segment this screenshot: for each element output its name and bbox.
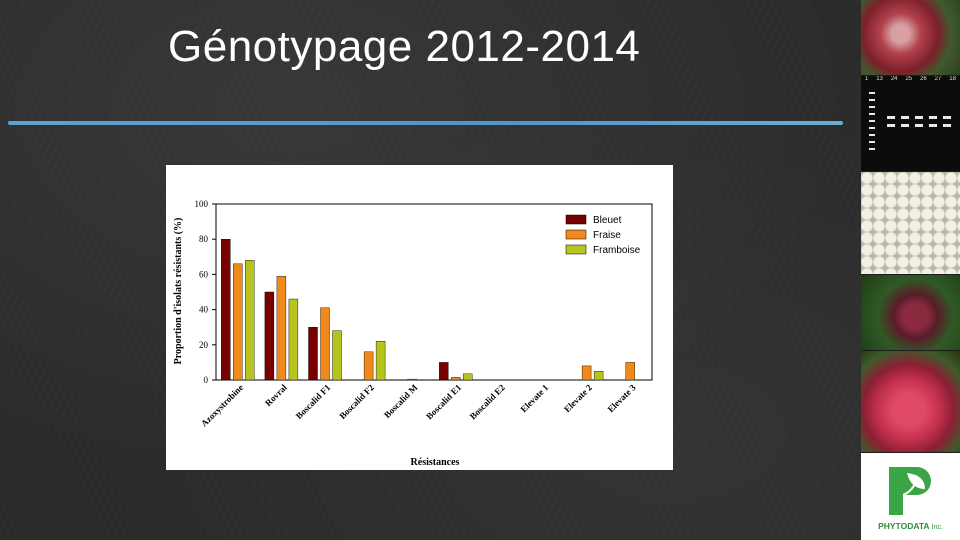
bar-fraise-6 bbox=[451, 377, 461, 381]
gel-ladder-band bbox=[869, 127, 875, 129]
x-tick-label: Boscalid E1 bbox=[424, 382, 463, 421]
legend-swatch-framboise bbox=[565, 244, 587, 255]
gel-band bbox=[943, 124, 951, 127]
bar-framboise-2 bbox=[288, 298, 299, 381]
gel-ladder-band bbox=[869, 120, 875, 122]
gel-band bbox=[901, 124, 909, 127]
y-axis-title: Proportion d'isolats résistants (%) bbox=[173, 218, 184, 365]
gel-ladder-band bbox=[869, 106, 875, 108]
y-tick-label: 20 bbox=[199, 340, 209, 350]
gel-lane-labels: 1 13 24 25 26 27 18 bbox=[861, 76, 960, 86]
x-tick-label: Azoxystrobine bbox=[199, 382, 245, 428]
x-tick-label: Boscalid E2 bbox=[468, 382, 507, 421]
y-tick-label: 40 bbox=[199, 305, 209, 315]
y-tick-label: 60 bbox=[199, 269, 209, 279]
gel-lane-label: 18 bbox=[949, 76, 956, 82]
legend-swatch-fraise bbox=[565, 229, 587, 240]
photo-strip: 1 13 24 25 26 27 18 PHYTODATA Inc. bbox=[861, 0, 960, 540]
gel-band bbox=[901, 116, 909, 119]
gel-lane-label: 27 bbox=[934, 76, 942, 82]
x-axis-title: Résistances bbox=[411, 457, 460, 468]
gel-lane-label: 26 bbox=[920, 76, 927, 82]
y-tick-label: 100 bbox=[195, 199, 209, 209]
gel-ladder-band bbox=[869, 134, 875, 136]
logo-suffix: Inc. bbox=[931, 524, 943, 531]
gel-lane-label: 24 bbox=[890, 76, 898, 82]
x-tick-label: Rovral bbox=[263, 382, 289, 408]
gel-band bbox=[887, 116, 895, 119]
x-tick-label: Elevate 1 bbox=[518, 382, 550, 414]
bar-fraise-2 bbox=[276, 275, 287, 381]
bar-framboise-9 bbox=[593, 370, 604, 381]
y-tick-label: 80 bbox=[199, 234, 209, 244]
gel-band bbox=[929, 116, 937, 119]
legend-label-fraise: Fraise bbox=[593, 230, 621, 241]
infected-raspberry-photo bbox=[861, 275, 960, 350]
bar-fraise-3 bbox=[320, 307, 330, 381]
x-tick-label: Elevate 3 bbox=[606, 382, 638, 414]
y-tick-label: 0 bbox=[204, 375, 209, 385]
gel-band bbox=[929, 124, 937, 127]
bar-framboise-6 bbox=[463, 373, 473, 381]
gel-ladder-band bbox=[869, 99, 875, 101]
logo-name: PHYTODATA bbox=[878, 521, 930, 531]
rotting-fruit-photo bbox=[861, 0, 960, 75]
chart-panel: 0 20 40 60 80 100 Azoxystrobine Rovral Boscalid… bbox=[166, 165, 673, 470]
gel-ladder-band bbox=[869, 141, 875, 143]
title-underline bbox=[8, 121, 843, 125]
bar-bleuet-6 bbox=[439, 362, 449, 381]
x-tick-label: Elevate 2 bbox=[562, 382, 594, 414]
culture-plates-photo bbox=[861, 172, 960, 274]
gel-ladder-band bbox=[869, 113, 875, 115]
bar-framboise-3 bbox=[332, 330, 342, 381]
gel-band bbox=[915, 124, 923, 127]
bar-bleuet-2 bbox=[264, 291, 275, 381]
x-tick-label: Boscalid F1 bbox=[294, 382, 333, 421]
gel-electrophoresis-photo: 1 13 24 25 26 27 18 bbox=[861, 76, 960, 171]
legend-swatch-bleuet bbox=[565, 214, 587, 225]
bar-fraise-1 bbox=[233, 263, 243, 381]
leaf-logo-icon bbox=[889, 467, 931, 515]
slide-title: Génotypage 2012-2014 bbox=[168, 22, 641, 71]
phytodata-logo: PHYTODATA Inc. bbox=[861, 453, 960, 540]
x-tick-label: Boscalid M bbox=[382, 382, 420, 420]
logo-text: PHYTODATA Inc. bbox=[861, 521, 960, 531]
bar-bleuet-1 bbox=[221, 238, 231, 381]
gel-lane-label: 13 bbox=[876, 76, 883, 82]
gel-lane-label: 25 bbox=[905, 76, 913, 82]
gel-band bbox=[915, 116, 923, 119]
bar-fraise-5 bbox=[407, 378, 417, 381]
bar-framboise-4 bbox=[375, 341, 386, 381]
legend-label-bleuet: Bleuet bbox=[593, 215, 622, 226]
bar-fraise-10 bbox=[625, 362, 635, 381]
gel-band bbox=[887, 124, 895, 127]
bar-fraise-4 bbox=[363, 351, 374, 381]
plot-area bbox=[215, 203, 653, 381]
raspberry-closeup-photo bbox=[861, 351, 960, 452]
legend-label-framboise: Framboise bbox=[593, 245, 641, 256]
chart-legend: Bleuet Fraise Framboise bbox=[565, 214, 641, 256]
x-tick-label: Boscalid F2 bbox=[337, 382, 376, 421]
gel-ladder-band bbox=[869, 148, 875, 150]
bar-fraise-9 bbox=[581, 365, 592, 381]
bar-bleuet-3 bbox=[308, 326, 318, 381]
gel-ladder-band bbox=[869, 92, 875, 94]
gel-band bbox=[943, 116, 951, 119]
bar-framboise-1 bbox=[245, 260, 255, 381]
gel-lane-label: 1 bbox=[864, 76, 869, 82]
